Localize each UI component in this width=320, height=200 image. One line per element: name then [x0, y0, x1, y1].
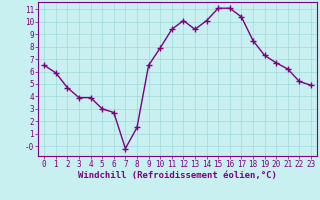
X-axis label: Windchill (Refroidissement éolien,°C): Windchill (Refroidissement éolien,°C)	[78, 171, 277, 180]
